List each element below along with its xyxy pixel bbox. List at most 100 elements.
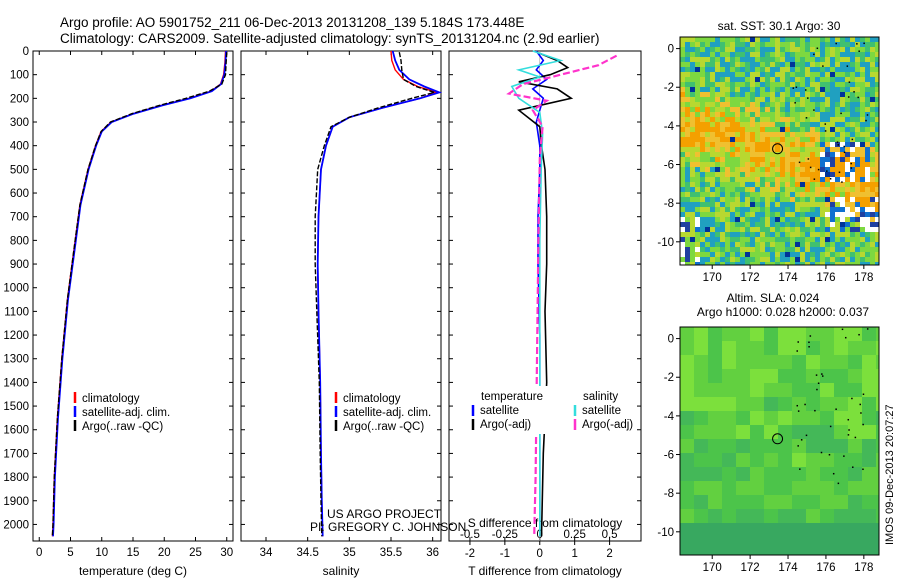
sst-coast-dot: [853, 91, 855, 93]
temp-legend-label: climatology: [82, 393, 140, 405]
sla-coast-dot: [805, 434, 808, 437]
sst-coast-dot: [838, 171, 841, 174]
sst-coast-dot: [829, 178, 832, 180]
temp-xtick-label: 20: [158, 547, 171, 559]
sal-series-argo: [314, 52, 437, 537]
diff-s-xtick-label: 0.25: [563, 529, 585, 541]
sst-ytick-label: -10: [657, 237, 674, 249]
temp-ytick-label: 100: [10, 70, 29, 82]
sst-xtick-label: 178: [854, 272, 873, 284]
temp-legend-label: Argo(..raw -QC): [82, 421, 163, 433]
sla-coast-dot: [860, 412, 862, 414]
sst-coast-dot: [858, 50, 860, 52]
sla-coast-dot: [808, 346, 810, 348]
sst-coast-dot: [865, 119, 867, 122]
sla-coast-dot: [848, 429, 850, 431]
sst-ytick-label: -4: [664, 121, 675, 133]
sla-ytick-label: 0: [668, 334, 674, 346]
sla-coast-dot: [858, 333, 860, 336]
temp-ytick-label: 0: [23, 46, 29, 58]
sst-coast-dot: [813, 109, 815, 111]
sla-coast-dot: [837, 482, 840, 485]
diff-series-t-argo: [516, 52, 574, 537]
diff-legend-bg: [474, 386, 634, 434]
salinity-panel: 34 34.5 35 35.5 36 salinity climatology satelli…: [240, 50, 443, 578]
diff-t-xtick-label: -1: [500, 548, 510, 560]
sla-coast-dot: [832, 472, 835, 475]
diff-s-xtick-label: -0.25: [492, 529, 518, 541]
sla-heatmap-cells: [680, 327, 879, 555]
header-line-1: Argo profile: AO 5901752_211 06-Dec-2013…: [60, 15, 524, 30]
sla-xtick-label: 174: [778, 562, 798, 574]
sst-coast-dot: [863, 42, 865, 45]
sla-coast-dot: [841, 328, 844, 331]
sal-frame: [240, 50, 442, 542]
temp-ytick-label: 1800: [3, 472, 29, 484]
sst-coast-dot: [836, 141, 839, 143]
sla-ytick-label: -8: [664, 488, 674, 500]
sal-legend-label: Argo(..raw -QC): [343, 421, 424, 433]
temp-xlabel: temperature (deg C): [79, 564, 187, 578]
sst-coast-dot: [843, 151, 846, 154]
sla-coast-dot: [829, 425, 832, 428]
temp-ytick-label: 1500: [3, 401, 29, 413]
sst-coast-dot: [840, 112, 842, 115]
diff-legend-sal-title: salinity: [583, 391, 618, 403]
sst-coast-dot: [841, 181, 843, 183]
sla-coast-dot: [862, 393, 865, 395]
diff-series-s-argo: [506, 54, 618, 537]
sal-series-satellite: [316, 50, 443, 537]
sst-coast-dot: [835, 42, 837, 45]
temp-ytick-label: 700: [10, 212, 29, 224]
sla-coast-dot: [804, 403, 806, 406]
temp-xtick-label: 25: [189, 547, 202, 559]
sst-coast-dot: [813, 178, 816, 180]
sla-ytick-label: -10: [657, 527, 674, 539]
sst-coast-dot: [826, 170, 828, 172]
diff-legend-temp-title: temperature: [481, 391, 543, 403]
temp-ytick-label: 1100: [4, 306, 29, 318]
sst-coast-dot: [857, 96, 859, 99]
sla-coast-dot: [866, 328, 869, 330]
sst-coast-dot: [794, 102, 796, 104]
sst-coast-dot: [795, 86, 798, 88]
sla-coast-dot: [796, 404, 799, 407]
sst-xtick-label: 170: [703, 272, 722, 284]
sla-coast-dot: [809, 335, 812, 337]
sla-coast-dot: [844, 336, 847, 339]
sst-coast-dot: [837, 144, 839, 146]
temp-legend-label: satellite-adj. clim.: [82, 407, 170, 419]
temp-frame: [32, 50, 234, 542]
sla-xtick-label: 172: [741, 562, 760, 574]
sla-map-panel: 170 172 174 176 178 0 -2 -4 -6 -8 -10 Altim. SLA: 0…: [657, 291, 880, 574]
sla-coast-dot: [797, 341, 799, 343]
temp-xtick-label: 0: [36, 547, 42, 559]
temp-ytick-label: 800: [10, 235, 29, 247]
sla-coast-dot: [815, 374, 818, 376]
diff-legend-label: satellite: [582, 405, 621, 417]
sla-coast-dot: [799, 468, 801, 470]
temp-ytick-label: 1700: [3, 448, 29, 460]
temp-ytick-label: 600: [10, 188, 29, 200]
sst-coast-dot: [866, 114, 869, 116]
sst-coast-dot: [824, 130, 827, 132]
sla-coast-dot: [862, 468, 864, 471]
sla-coast-dot: [814, 409, 816, 412]
sst-coast-dot: [822, 65, 824, 67]
temp-xtick-label: 30: [220, 547, 233, 559]
sst-title: sat. SST: 30.1 Argo: 30: [718, 19, 841, 33]
temp-ytick-label: 900: [10, 259, 29, 271]
sst-coast-dot: [813, 53, 815, 56]
sla-coast-dot: [796, 350, 798, 352]
sla-coast-dot: [862, 423, 864, 426]
sal-xtick-label: 35.5: [380, 547, 402, 559]
sla-coast-dot: [797, 445, 799, 447]
sst-coast-dot: [847, 96, 850, 98]
temp-ytick-label: 1400: [3, 377, 29, 389]
sla-title-line1: Altim. SLA: 0.024: [727, 291, 820, 305]
credit-pi: PI: GREGORY C. JOHNSON: [310, 520, 466, 534]
temp-ytick-label: 200: [10, 93, 29, 105]
sst-xtick-label: 174: [778, 272, 798, 284]
diff-s-xtick-label: 0.5: [602, 529, 618, 541]
sst-coast-dot: [856, 43, 858, 45]
